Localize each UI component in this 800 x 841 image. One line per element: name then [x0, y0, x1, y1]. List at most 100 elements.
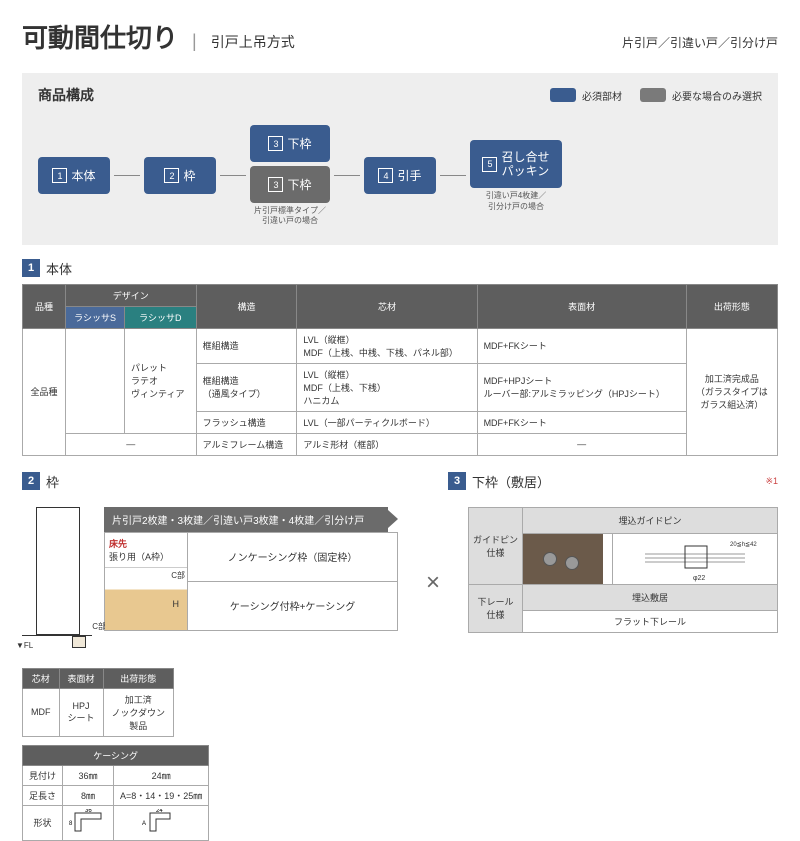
td-alltypes: 全品種: [23, 328, 66, 455]
flow-label-2: 枠: [183, 167, 195, 184]
composition-panel: 商品構成 必須部材 必要な場合のみ選択 1 本体 2 枠 3: [22, 73, 778, 245]
section-3-head: 3 下枠（敷居） ※1: [448, 472, 778, 491]
flow-conn-3: [334, 175, 360, 176]
header-right: 片引戸／引違い戸／引分け戸: [622, 34, 778, 51]
legend-optional: 必要な場合のみ選択: [640, 88, 762, 103]
td-core-2: LVL（一部パーティクルボード）: [297, 411, 477, 433]
door-rect: [36, 507, 80, 635]
bottom-detail: [72, 636, 86, 648]
svg-text:A: A: [142, 821, 146, 827]
th-shipping: 出荷形態: [686, 284, 777, 328]
pin-1: [543, 552, 557, 566]
legend-required-label: 必須部材: [582, 88, 622, 103]
flow-row: 1 本体 2 枠 3 下枠 3 下枠 片引戸標準タイプ／ 引違い戸の場合: [38, 125, 762, 227]
pin-2: [565, 556, 579, 570]
casing-header: ケーシング: [23, 745, 209, 765]
flow-stack-5: 5 召し合せ パッキン 引違い戸4枚建／ 引分け戸の場合: [470, 140, 562, 213]
door-c-label: C部: [92, 621, 106, 632]
section-3-title: 下枠（敷居）: [472, 472, 550, 491]
frame-body: 床先張り用（A枠） C部 H ノンケーシング枠（固定枠） ケーシング付枠+ケーシ…: [104, 532, 398, 631]
section-1-title: 本体: [46, 259, 72, 278]
section-2-head: 2 枠: [22, 472, 59, 491]
casing-shape-2: 24 A: [114, 805, 209, 840]
th-structure: 構造: [196, 284, 297, 328]
flow-stack-3: 3 下枠 3 下枠 片引戸標準タイプ／ 引違い戸の場合: [250, 125, 330, 227]
td-core-0: LVL（縦框） MDF（上桟、中桟、下桟、パネル部）: [297, 328, 477, 363]
flow-label-3b: 下枠: [287, 176, 311, 193]
casing-table: ケーシング 見付け 36㎜ 24㎜ 足長さ 8㎜ A=8・14・19・25㎜ 形…: [22, 745, 209, 841]
th-type: 品種: [23, 284, 66, 328]
th-lasissa-d: ラシッサD: [125, 306, 197, 328]
svg-text:8: 8: [69, 821, 73, 827]
flow-conn-4: [440, 175, 466, 176]
frame-header-triangle: [388, 510, 398, 528]
section-2-title: 枠: [46, 472, 59, 491]
th-core: 芯材: [297, 284, 477, 328]
casing-shape-1-svg: 36 8: [69, 809, 107, 835]
casing-shape-2-svg: 24 A: [142, 809, 180, 835]
flow-box-3b: 3 下枠: [250, 166, 330, 203]
flow-num-5: 5: [482, 157, 497, 172]
section-2-3-heads: 2 枠 3 下枠（敷居） ※1: [22, 472, 778, 497]
header-left: 可動間仕切り | 引戸上吊方式: [22, 18, 295, 55]
mat-th-surf: 表面材: [59, 668, 103, 688]
sill-guide-spec: ガイドピン 仕様: [469, 507, 523, 584]
bottom-tables: 芯材 表面材 出荷形態 MDF HPJ シート 加工済 ノックダウン 製品 ケー…: [22, 668, 778, 841]
frame-left-visual: C部 H: [105, 568, 187, 630]
sill-wood-image: [523, 534, 603, 584]
sill-diag-cell: φ22 20≦h≦42: [613, 533, 778, 584]
frame-right-1: ノンケーシング枠（固定枠）: [188, 532, 398, 581]
sill-rail-cell: フラット下レール: [523, 610, 778, 632]
page-header: 可動間仕切り | 引戸上吊方式 片引戸／引違い戸／引分け戸: [22, 18, 778, 55]
td-struct-3: アルミフレーム構造: [196, 433, 297, 455]
section-2-body: ▼FL C部 片引戸2枚建・3枚建／引違い戸3枚建・4枚建／引分け戸 床先張り用…: [22, 507, 398, 660]
svg-text:24: 24: [156, 809, 163, 814]
td-surf-3: —: [477, 433, 686, 455]
casing-r1-label: 見付け: [23, 765, 63, 785]
section-2-num: 2: [22, 472, 40, 490]
td-surf-0: MDF+FKシート: [477, 328, 686, 363]
casing-r2-v1: 8㎜: [63, 785, 114, 805]
casing-r2-v2: A=8・14・19・25㎜: [114, 785, 209, 805]
frame-header-bar: 片引戸2枚建・3枚建／引違い戸3枚建・4枚建／引分け戸: [104, 507, 388, 532]
door-sketch: ▼FL C部: [22, 507, 92, 648]
frame-left-label: 床先張り用（A枠）: [105, 533, 187, 568]
frame-left-cell: 床先張り用（A枠） C部 H: [104, 532, 188, 631]
flow-label-5: 召し合せ パッキン: [501, 150, 549, 179]
main-title: 可動間仕切り: [22, 18, 178, 55]
materials-table: 芯材 表面材 出荷形態 MDF HPJ シート 加工済 ノックダウン 製品: [22, 668, 174, 737]
th-lasissa-s: ラシッサS: [66, 306, 125, 328]
td-design-dash: —: [66, 433, 197, 455]
sill-diagram: φ22 20≦h≦42: [613, 534, 777, 584]
td-surf-1: MDF+HPJシート ルーバー部:アルミラッピング（HPJシート）: [477, 363, 686, 411]
mat-th-ship: 出荷形態: [103, 668, 173, 688]
cross-icon: ×: [426, 569, 440, 597]
frame-right-cells: ノンケーシング枠（固定枠） ケーシング付枠+ケーシング: [188, 532, 398, 631]
flow-conn-1: [114, 175, 140, 176]
td-struct-0: 框組構造: [196, 328, 297, 363]
frame-left-red: 床先: [109, 539, 127, 549]
flow-num-4: 4: [378, 168, 393, 183]
casing-r1-v1: 36㎜: [63, 765, 114, 785]
flow-num-2: 2: [164, 168, 179, 183]
section-1-head: 1 本体: [22, 259, 778, 278]
td-core-3: アルミ形材（框部）: [297, 433, 477, 455]
swatch-blue: [550, 88, 576, 102]
fl-label: ▼FL: [16, 641, 33, 650]
sill-rail-header: 埋込敷居: [523, 584, 778, 610]
mat-th-core: 芯材: [23, 668, 60, 688]
th-surface: 表面材: [477, 284, 686, 328]
sub-title: 引戸上吊方式: [211, 32, 295, 52]
flow-num-3a: 3: [268, 136, 283, 151]
casing-r3-label: 形状: [23, 805, 63, 840]
sill-img-cell: [523, 533, 613, 584]
flow-conn-2: [220, 175, 246, 176]
mat-core: MDF: [23, 688, 60, 736]
section-3-num: 3: [448, 472, 466, 490]
sill-guide-header: 埋込ガイドピン: [523, 507, 778, 533]
casing-shape-1: 36 8: [63, 805, 114, 840]
frame-table: 片引戸2枚建・3枚建／引違い戸3枚建・4枚建／引分け戸 床先張り用（A枠） C部…: [104, 507, 398, 631]
section-3-body: ガイドピン 仕様 埋込ガイドピン: [468, 507, 778, 633]
frame-diagram: ▼FL C部 片引戸2枚建・3枚建／引違い戸3枚建・4枚建／引分け戸 床先張り用…: [22, 507, 398, 648]
materials-block: 芯材 表面材 出荷形態 MDF HPJ シート 加工済 ノックダウン 製品 ケー…: [22, 668, 209, 841]
